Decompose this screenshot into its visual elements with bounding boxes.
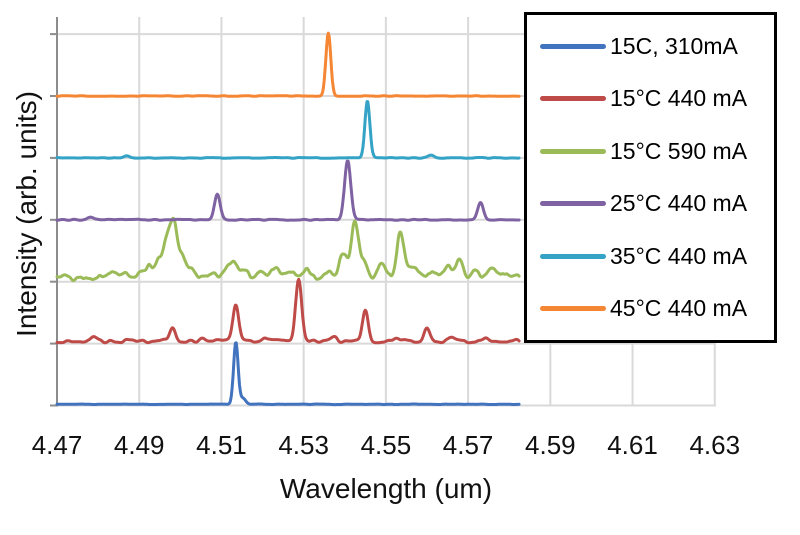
x-tick-label-4.53: 4.53: [278, 430, 329, 460]
legend-line-sample: [540, 253, 606, 259]
legend-item-0: 15C, 310mA: [540, 20, 774, 73]
spectrum-trace-4: [55, 100, 521, 160]
legend-label: 45°C 440 mA: [610, 295, 748, 322]
x-tick-label-4.61: 4.61: [607, 430, 658, 460]
legend-label: 25°C 440 mA: [610, 190, 748, 217]
spectrum-trace-3: [55, 159, 521, 222]
spectrum-trace-2: [55, 216, 521, 283]
legend-label: 35°C 440 mA: [610, 242, 748, 269]
x-tick-label-4.49: 4.49: [113, 430, 165, 460]
spectra-traces: [55, 31, 521, 407]
legend-label: 15°C 440 mA: [610, 85, 748, 112]
x-tick-label-4.47: 4.47: [31, 430, 83, 460]
legend-line-sample: [540, 148, 606, 154]
legend-item-1: 15°C 440 mA: [540, 73, 774, 126]
legend-line-sample: [540, 306, 606, 312]
legend-item-4: 35°C 440 mA: [540, 230, 774, 283]
y-axis-title: Intensity (arb. units): [11, 91, 42, 337]
legend-label: 15°C 590 mA: [610, 137, 748, 164]
x-tick-label-4.51: 4.51: [196, 430, 247, 460]
y-axis: [50, 17, 58, 407]
legend-line-sample: [540, 201, 606, 207]
legend-line-sample: [540, 43, 606, 49]
x-tick-label-4.59: 4.59: [525, 430, 576, 460]
spectrum-trace-1: [55, 277, 521, 345]
legend: 15C, 310mA 15°C 440 mA 15°C 590 mA 25°C 440…: [524, 12, 777, 343]
x-tick-label-4.57: 4.57: [442, 430, 494, 460]
legend-line-sample: [540, 96, 606, 102]
x-tick-label-4.55: 4.55: [360, 430, 412, 460]
x-axis-title: Wavelength (um): [279, 473, 493, 504]
legend-item-5: 45°C 440 mA: [540, 283, 774, 336]
x-tick-label-4.63: 4.63: [689, 430, 741, 460]
legend-item-3: 25°C 440 mA: [540, 178, 774, 231]
legend-label: 15C, 310mA: [610, 32, 738, 59]
spectrum-trace-0: [55, 341, 521, 407]
legend-item-2: 15°C 590 mA: [540, 125, 774, 178]
spectrum-trace-5: [55, 31, 521, 98]
